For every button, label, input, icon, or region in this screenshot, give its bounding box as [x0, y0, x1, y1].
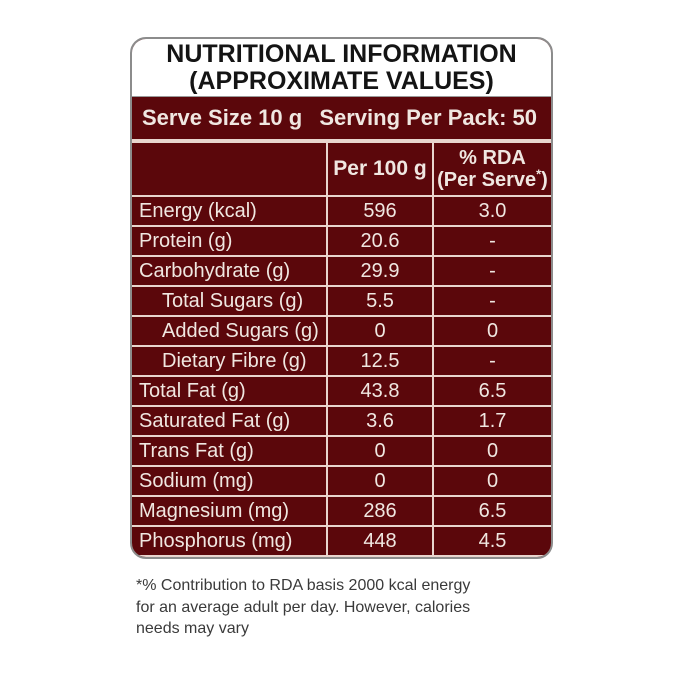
nutrient-label: Protein (g)	[132, 227, 326, 255]
rda-header-line-1: % RDA	[459, 147, 526, 169]
per100-value: 5.5	[328, 287, 432, 315]
nutrient-label: Magnesium (mg)	[132, 497, 326, 525]
nutrient-label: Added Sugars (g)	[132, 317, 326, 345]
rda-asterisk: *	[536, 166, 542, 182]
nutrient-label: Energy (kcal)	[132, 197, 326, 225]
rda-value: 4.5	[434, 527, 551, 555]
nutrient-label: Sodium (mg)	[132, 467, 326, 495]
rda-value: 0	[434, 317, 551, 345]
nutrient-label: Total Sugars (g)	[132, 287, 326, 315]
nutrient-label: Saturated Fat (g)	[132, 407, 326, 435]
nutrient-label: Carbohydrate (g)	[132, 257, 326, 285]
per100-value: 596	[328, 197, 432, 225]
title-line-1: NUTRITIONAL INFORMATION	[166, 39, 517, 68]
footnote-line-3: needs may vary	[136, 620, 249, 637]
rda-header-line-2: (Per Serve*)	[437, 166, 548, 191]
rda-value: 6.5	[434, 377, 551, 405]
per100-value: 3.6	[328, 407, 432, 435]
per100-value: 0	[328, 437, 432, 465]
serve-size-text: Serve Size 10 g	[142, 105, 303, 130]
per100-value: 43.8	[328, 377, 432, 405]
per100-value: 448	[328, 527, 432, 555]
footnote-line-1: *% Contribution to RDA basis 2000 kcal e…	[136, 577, 471, 594]
header-col-rda: % RDA (Per Serve*)	[434, 143, 551, 195]
per100-value: 0	[328, 467, 432, 495]
header-col-per100: Per 100 g	[328, 143, 432, 195]
per100-value: 12.5	[328, 347, 432, 375]
per100-value: 20.6	[328, 227, 432, 255]
footnote-line-2: for an average adult per day. However, c…	[136, 598, 471, 616]
header-col-nutrient	[132, 143, 326, 195]
rda-value: 0	[434, 467, 551, 495]
per100-value: 29.9	[328, 257, 432, 285]
rda-value: -	[434, 257, 551, 285]
nutrient-label: Phosphorus (mg)	[132, 527, 326, 555]
title-block: NUTRITIONAL INFORMATION (APPROXIMATE VAL…	[132, 39, 551, 97]
rda-value: -	[434, 287, 551, 315]
serve-band: Serve Size 10 g Serving Per Pack: 50	[132, 97, 551, 143]
rda-value: 3.0	[434, 197, 551, 225]
rda-footnote: *% Contribution to RDA basis 2000 kcal e…	[136, 575, 470, 640]
nutrient-label: Dietary Fibre (g)	[132, 347, 326, 375]
nutrient-label: Trans Fat (g)	[132, 437, 326, 465]
rda-value: 6.5	[434, 497, 551, 525]
rda-value: -	[434, 227, 551, 255]
nutrition-label-card: NUTRITIONAL INFORMATION (APPROXIMATE VAL…	[130, 37, 553, 559]
title-line-2: (APPROXIMATE VALUES)	[189, 66, 494, 95]
per100-value: 286	[328, 497, 432, 525]
nutrition-table: Per 100 g % RDA (Per Serve*) Energy (kca…	[132, 143, 551, 557]
rda-value: 0	[434, 437, 551, 465]
serving-per-pack-text: Serving Per Pack: 50	[319, 105, 537, 130]
nutrient-label: Total Fat (g)	[132, 377, 326, 405]
rda-value: 1.7	[434, 407, 551, 435]
per100-value: 0	[328, 317, 432, 345]
rda-value: -	[434, 347, 551, 375]
